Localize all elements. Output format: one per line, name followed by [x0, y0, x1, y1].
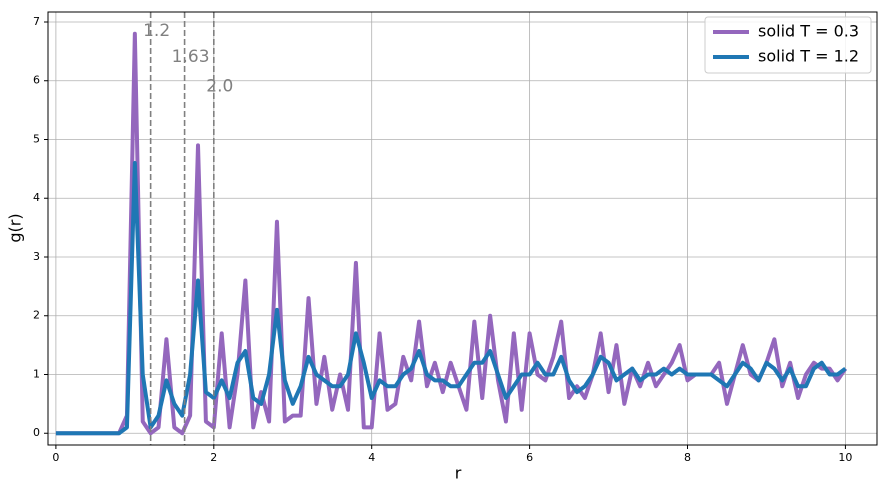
legend-label: solid T = 0.3	[758, 22, 859, 41]
y-tick-label: 6	[33, 74, 40, 87]
y-tick-label: 3	[33, 250, 40, 263]
y-tick-label: 0	[33, 426, 40, 439]
x-tick-label: 6	[526, 451, 533, 464]
reference-label: 2.0	[206, 77, 233, 97]
x-tick-label: 4	[368, 451, 375, 464]
x-tick-label: 10	[838, 451, 852, 464]
y-tick-label: 2	[33, 309, 40, 322]
data-line	[55, 160, 847, 436]
y-tick-label: 5	[33, 132, 40, 145]
x-tick-label: 2	[210, 451, 217, 464]
x-tick-label: 8	[684, 451, 691, 464]
legend-label: solid T = 1.2	[758, 47, 859, 66]
x-tick-label: 0	[52, 451, 59, 464]
reference-label: 1.2	[143, 21, 170, 41]
y-tick-label: 1	[33, 367, 40, 380]
data-line	[55, 31, 848, 436]
y-axis-label: g(r)	[6, 213, 25, 242]
y-tick-label: 4	[33, 191, 40, 204]
y-tick-label: 7	[33, 15, 40, 28]
x-axis-label: r	[455, 464, 462, 483]
reference-label: 1.63	[172, 47, 210, 67]
plot-frame	[47, 11, 878, 446]
